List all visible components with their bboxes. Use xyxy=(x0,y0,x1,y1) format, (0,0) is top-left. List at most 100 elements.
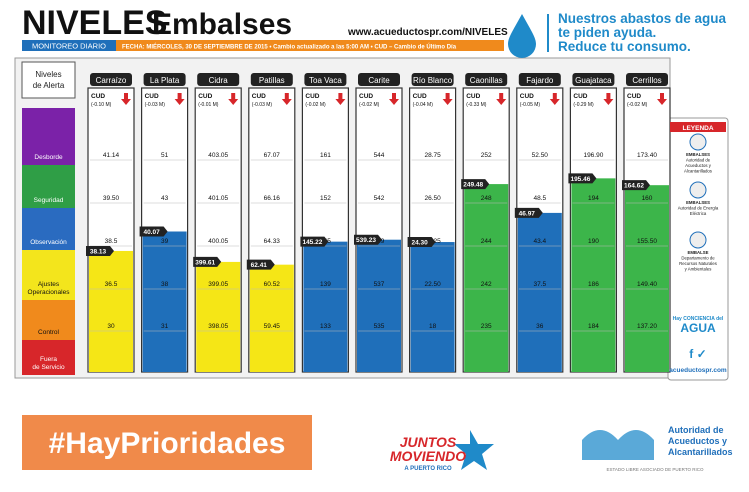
down-arrow xyxy=(228,93,239,105)
threshold-value: 398.05 xyxy=(208,323,228,330)
name-tab xyxy=(411,73,454,86)
level-fill xyxy=(517,212,562,372)
name-tab xyxy=(304,73,347,86)
level-fill xyxy=(625,185,669,372)
name-tab xyxy=(90,73,132,86)
legend-item: Recursos Naturales xyxy=(679,261,717,266)
threshold-value: 248 xyxy=(481,195,492,202)
threshold-value: 196.90 xyxy=(583,152,603,159)
subtitle: MONITOREO DIARIO xyxy=(32,42,106,51)
alert-label: Observación xyxy=(30,239,67,246)
threshold-value: 542 xyxy=(374,195,385,202)
cud-label: CUD xyxy=(466,93,480,100)
url: www.acueductospr.com/NIVELES xyxy=(347,27,508,38)
reservoir-name: Carite xyxy=(368,76,390,85)
alert-band xyxy=(22,300,75,340)
cud-value: (-0.29 M) xyxy=(573,102,594,108)
name-tab xyxy=(250,73,293,86)
level-fill xyxy=(249,264,294,372)
slogan: JUNTOS xyxy=(400,434,457,450)
threshold-value: 64.33 xyxy=(264,238,281,245)
alert-title: de Alerta xyxy=(33,81,65,90)
threshold-value: 30 xyxy=(107,323,115,330)
cud-value: (-0.03 M) xyxy=(145,102,166,108)
slogan: A PUERTO RICO xyxy=(404,466,452,472)
threshold-value: 190 xyxy=(588,238,599,245)
legend-url: acueductospr.com xyxy=(669,367,727,374)
legend-logo xyxy=(689,181,707,199)
reservoir-name: Cerrillos xyxy=(632,76,661,85)
legend-title-bar xyxy=(670,122,726,132)
state: ESTADO LIBRE ASOCIADO DE PUERTO RICO xyxy=(606,467,704,472)
level-value: 62.41 xyxy=(251,262,268,269)
threshold-value: 36.5 xyxy=(105,281,118,288)
threshold-value: 252 xyxy=(481,152,492,159)
level-fill xyxy=(410,242,455,372)
level-fill xyxy=(464,184,509,372)
level-tag xyxy=(622,180,650,191)
down-arrow xyxy=(121,93,131,105)
cud-label: CUD xyxy=(413,93,427,100)
level-tag xyxy=(354,234,382,245)
threshold-value: 149.40 xyxy=(637,281,657,288)
threshold-value: 60.52 xyxy=(264,281,281,288)
reservoir-name: Carraízo xyxy=(96,76,127,85)
threshold-value: 28.75 xyxy=(424,152,441,159)
threshold-value: 31 xyxy=(161,323,169,330)
level-value: 249.48 xyxy=(463,182,483,189)
cud-value: (-0.33 M) xyxy=(466,102,487,108)
name-tab xyxy=(626,73,668,86)
cud-label: CUD xyxy=(520,93,534,100)
threshold-value: 39.50 xyxy=(103,195,120,202)
reservoir-name: Caonillas xyxy=(470,76,503,85)
cud-label: CUD xyxy=(627,93,641,100)
down-arrow xyxy=(657,93,667,105)
threshold-value: 544 xyxy=(374,152,385,159)
reservoir-name: Río Blanco xyxy=(413,76,453,85)
alert-label: Fuera xyxy=(40,356,57,363)
cud-value: (-0.10 M) xyxy=(91,102,112,108)
level-value: 195.46 xyxy=(570,176,590,183)
level-tag xyxy=(568,173,597,184)
alert-band xyxy=(22,108,75,165)
threshold-value: 36 xyxy=(536,323,544,330)
legend-logo xyxy=(689,231,707,249)
agency-name: Acueductos y xyxy=(668,436,727,446)
agency-name: Alcantarillados xyxy=(668,447,733,457)
threshold-value: 242 xyxy=(481,281,492,288)
cud-value: (-0.01 M) xyxy=(198,102,219,108)
threshold-value: 400.05 xyxy=(208,238,228,245)
cud-value: (-0.02 M) xyxy=(627,102,648,108)
alert-band xyxy=(22,340,75,375)
threshold-value: 43 xyxy=(161,195,169,202)
threshold-value: 401.05 xyxy=(208,195,228,202)
level-value: 399.61 xyxy=(195,259,215,266)
subtitle-bar xyxy=(22,40,116,51)
down-arrow xyxy=(442,93,453,105)
alert-label: Operacionales xyxy=(28,289,71,296)
level-value: 46.97 xyxy=(519,210,536,217)
level-value: 145.22 xyxy=(302,239,322,246)
threshold-value: 43.4 xyxy=(533,238,546,245)
level-fill xyxy=(142,231,187,372)
cud-value: (-0.04 M) xyxy=(413,102,434,108)
alert-label: de Servicio xyxy=(32,364,65,371)
level-fill xyxy=(303,241,348,372)
level-tag xyxy=(193,256,222,267)
legend-title: LEYENDA xyxy=(682,125,713,132)
campaign: Hay CONCIENCIA del xyxy=(673,316,724,322)
level-fill xyxy=(571,178,616,372)
alert-label: Seguridad xyxy=(34,197,64,204)
threshold-value: 160 xyxy=(642,195,653,202)
slogan: MOVIENDO xyxy=(390,448,466,464)
threshold-value: 537 xyxy=(374,281,385,288)
legend-item: y Ambientales xyxy=(685,267,712,272)
threshold-value: 59.45 xyxy=(264,323,281,330)
cud-value: (-0.02 M) xyxy=(359,102,380,108)
threshold-value: 66.16 xyxy=(264,195,281,202)
threshold-value: 52.50 xyxy=(532,152,549,159)
legend-item: Eléctrica xyxy=(690,211,707,216)
alert-label: Control xyxy=(38,329,60,336)
alert-band xyxy=(22,165,75,208)
